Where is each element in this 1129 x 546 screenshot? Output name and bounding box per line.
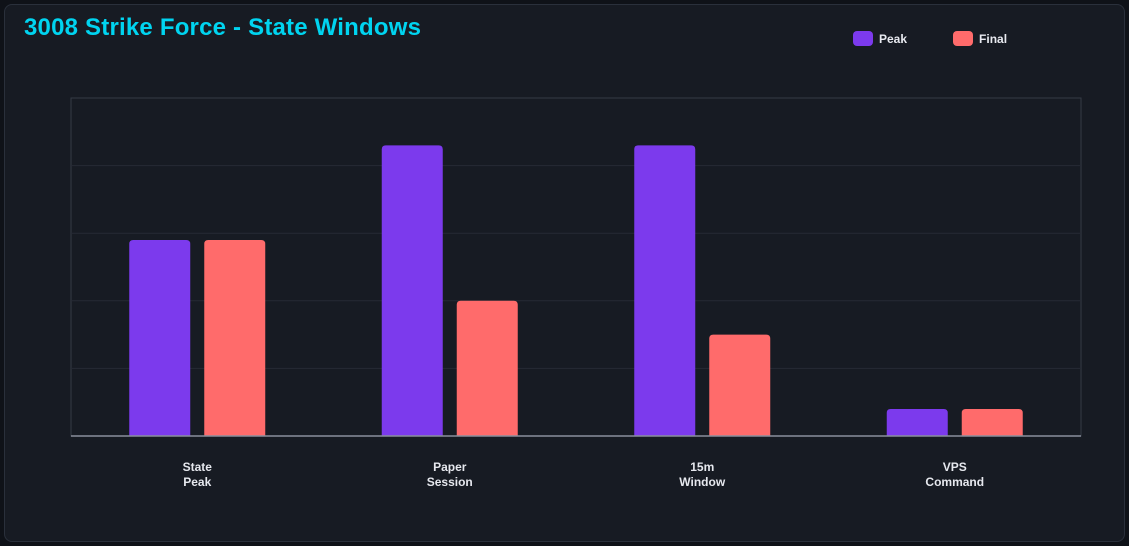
category-label-1: Paper Session: [427, 460, 473, 489]
category-label-line: Peak: [183, 475, 211, 489]
bar-peak-3: [886, 408, 948, 436]
chart-legend: Peak Final: [853, 31, 1007, 46]
category-label-line: VPS: [943, 460, 967, 474]
category-label-0: State Peak: [183, 460, 213, 489]
bar-peak-0: [129, 239, 191, 436]
category-label-line: 15m: [690, 460, 714, 474]
category-label-3: VPS Command: [925, 460, 984, 489]
category-label-line: State: [183, 460, 213, 474]
legend-label-peak: Peak: [879, 31, 908, 46]
bar-peak-2: [634, 145, 696, 436]
category-label-line: Command: [925, 475, 984, 489]
legend-swatch-final: [953, 31, 974, 46]
legend-label-final: Final: [979, 31, 1008, 46]
bar-final-0: [204, 239, 266, 436]
category-label-line: Paper: [433, 460, 467, 474]
legend-swatch-peak: [853, 31, 873, 46]
category-label-2: 15m Window: [679, 460, 726, 489]
chart-title: 3008 Strike Force - State Windows: [24, 14, 422, 41]
category-label-line: Window: [679, 475, 726, 489]
bar-final-2: [709, 334, 771, 436]
bar-final-1: [456, 300, 518, 436]
chart-panel: [4, 4, 1125, 542]
legend-item-peak[interactable]: Peak: [853, 31, 907, 46]
category-label-line: Session: [427, 475, 473, 489]
bar-final-3: [961, 408, 1023, 436]
legend-item-final[interactable]: Final: [953, 31, 1007, 46]
bar-peak-1: [381, 145, 443, 436]
